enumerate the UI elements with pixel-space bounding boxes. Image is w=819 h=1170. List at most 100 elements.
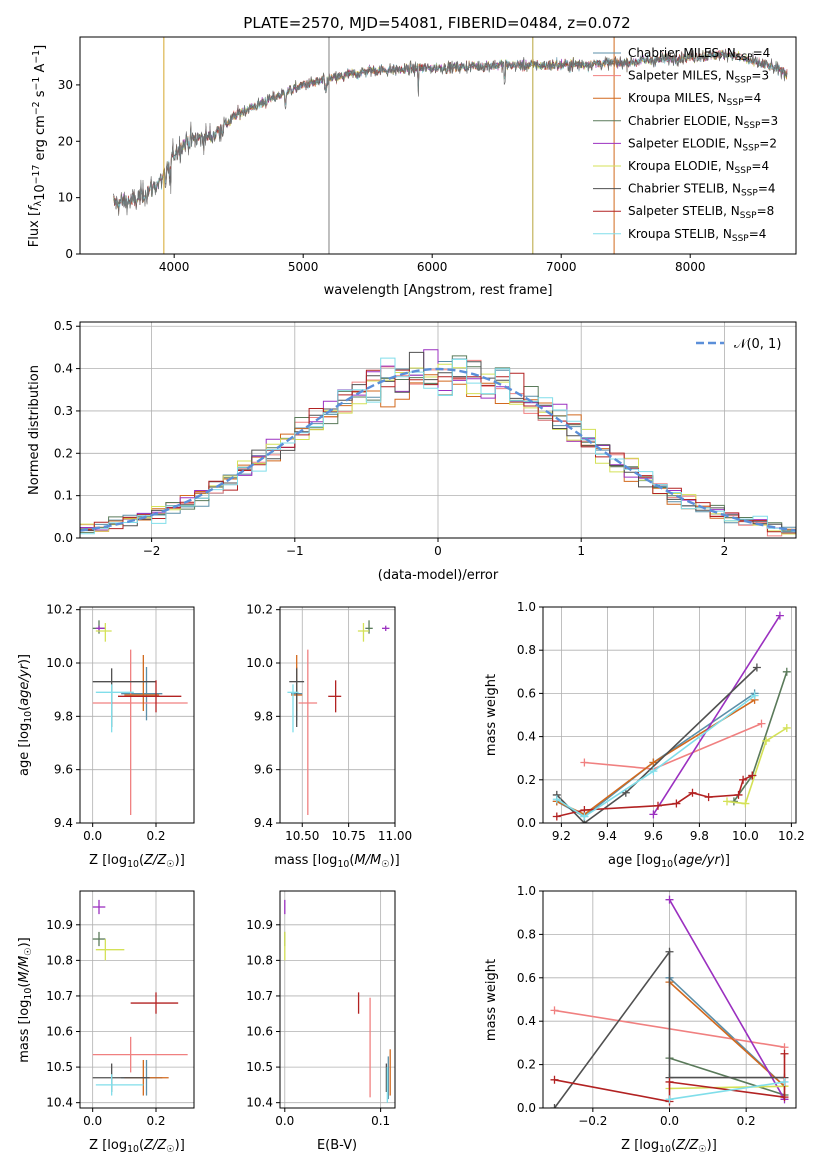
plot-area <box>80 349 796 537</box>
age-mass-xtick-label: 10.50 <box>285 829 319 843</box>
weight-age-ytick-label: 0.2 <box>517 773 536 787</box>
weight-age-ytick-label: 0.6 <box>517 686 536 700</box>
weight-age-ylabel: mass weight <box>484 674 499 756</box>
residual-xtick-label: −1 <box>286 544 304 558</box>
mass-z-ytick-label: 10.5 <box>46 1060 73 1074</box>
weight-z-line-salpeter-elodie <box>668 899 786 1100</box>
spectrum-xlabel: wavelength [Angstrom, rest frame] <box>324 283 553 298</box>
mass-ebv-ytick-label: 10.5 <box>246 1060 273 1074</box>
weight-age-point-salpeter-stelib <box>704 793 713 802</box>
spectrum-ylabel-part: −17 <box>31 165 42 185</box>
mass-z-ylabel-part: mass [ <box>17 1019 32 1062</box>
legend-label-part: SSP <box>735 166 752 176</box>
mass-z-ylabel-part: ( <box>17 983 32 988</box>
weight-z-point-salpeter-miles <box>550 1006 559 1015</box>
weight-age-point-kroupa-stelib <box>649 767 658 776</box>
mass-weight-vs-age-panel: 9.2 9.4 9.6 9.8 10.0 10.2 0.0 0.2 0.4 0.6 0.8 1.0 ag… <box>484 600 805 870</box>
chart-title: PLATE=2570, MJD=54081, FIBERID=0484, z=0… <box>243 14 630 32</box>
mass-weight-vs-metallicity-panel: −0.2 0.0 0.2 0.0 0.2 0.4 0.6 0.8 1.0 Z [log10(Z/Z… <box>484 884 797 1155</box>
weight-z-xlabel-part: log <box>639 1138 659 1153</box>
weight-age-point-salpeter-stelib <box>672 799 681 808</box>
weight-z-point-salpeter-stelib <box>550 1075 559 1084</box>
residual-xtick-label: −2 <box>143 544 161 558</box>
age-mass-frame <box>279 606 396 824</box>
legend-label-kroupa-stelib: Kroupa STELIB, NSSP=4 <box>628 227 766 244</box>
age-mass-ytick-label: 9.8 <box>254 709 273 723</box>
mass-z-xlabel: Z [log10(Z/Z☉)] <box>89 1138 185 1155</box>
weight-age-point-kroupa-elodie <box>741 799 750 808</box>
weight-z-point-salpeter-stelib <box>665 1077 674 1086</box>
weight-age-xlabel-part: )] <box>720 853 730 868</box>
mass-z-ylabel: mass [log10(M/M☉)] <box>17 937 34 1063</box>
weight-age-point-chabrier-elodie <box>782 667 791 676</box>
legend-label-chabrier-elodie: Chabrier ELODIE, NSSP=3 <box>628 114 778 131</box>
legend-label-part: Chabrier MILES, N <box>628 46 736 60</box>
mass-z-ylabel-part: )] <box>17 937 32 947</box>
mass-z-ytick-label: 10.6 <box>46 1025 73 1039</box>
weight-z-xtick-label: 0.2 <box>737 1114 756 1128</box>
weight-z-ytick-label: 0.4 <box>517 1014 536 1028</box>
weight-z-xlabel-part: Z [ <box>621 1138 639 1153</box>
weight-z-point-chabrier-stelib <box>665 947 674 956</box>
mass-z-frame <box>79 890 195 1109</box>
weight-z-line-kroupa-stelib <box>669 1081 785 1101</box>
age-z-ytick-label: 9.6 <box>54 763 73 777</box>
legend-label-part: =4 <box>753 46 771 60</box>
histogram-kroupa-stelib <box>80 357 796 535</box>
legend-label-part: Salpeter MILES, N <box>628 69 735 83</box>
legend-label-part: =4 <box>751 159 769 173</box>
residual-ytick-label: 0.5 <box>54 319 73 333</box>
weight-age-point-chabrier-stelib <box>752 663 761 672</box>
weight-age-xtick-label: 9.8 <box>690 829 709 843</box>
weight-z-line-kroupa-elodie <box>669 1085 785 1090</box>
age-z-ylabel-part: log <box>17 723 32 743</box>
age-z-ylabel: age [log10(age/yr)] <box>17 654 34 776</box>
age-mass-xlabel-part: ( <box>349 853 354 868</box>
spectrum-observed <box>113 48 788 216</box>
weight-z-line-chabrier-elodie <box>669 1057 785 1096</box>
weight-z-ytick-label: 1.0 <box>517 884 536 898</box>
spectrum-ylabel-part: 10 <box>33 184 48 201</box>
spectrum-xtick-label: 4000 <box>159 260 190 274</box>
plot-area <box>550 895 789 1108</box>
spectrum-ylabel-part: f <box>27 204 42 211</box>
age-z-xlabel-part: 10 <box>127 859 139 870</box>
weight-age-point-kroupa-stelib <box>552 795 561 804</box>
legend-label-part: SSP <box>744 121 761 131</box>
mass-ebv-xlabel: E(B-V) <box>317 1138 357 1153</box>
residual-histogram-panel: −2 −1 0 1 2 0.0 0.1 0.2 0.3 0.4 0.5 (data-model)/er… <box>27 319 797 583</box>
weight-z-xlabel-part: ☉ <box>698 1144 706 1155</box>
mass-z-ytick-label: 10.7 <box>46 989 73 1003</box>
residual-ytick-label: 0.4 <box>54 362 73 376</box>
weight-age-frame <box>542 606 797 824</box>
legend-label-part: Salpeter STELIB, N <box>628 204 740 218</box>
mass-ebv-xtick-label: 0.0 <box>275 1114 294 1128</box>
age-z-ylabel-part: age [ <box>17 743 32 776</box>
histogram-kroupa-elodie <box>80 363 796 535</box>
plot-area <box>92 899 188 1096</box>
legend-label-part: =4 <box>758 182 776 196</box>
weight-z-ytick-label: 0.0 <box>517 1101 536 1115</box>
spectrum-xtick-label: 8000 <box>675 260 706 274</box>
weight-age-xlabel-part: age/yr <box>678 853 721 868</box>
legend-label-part: =3 <box>760 114 778 128</box>
spectrum-ytick-label: 10 <box>58 191 73 205</box>
weight-z-xlabel-part: )] <box>707 1138 717 1153</box>
age-z-ylabel-part: 10 <box>23 711 34 723</box>
legend-label-part: =2 <box>759 136 777 150</box>
spectrum-ytick-label: 30 <box>58 78 73 92</box>
weight-age-ytick-label: 0.0 <box>517 816 536 830</box>
spectrum-ylabel-part: −2 <box>31 101 42 115</box>
age-mass-ytick-label: 10.0 <box>246 656 273 670</box>
age-z-ytick-label: 9.8 <box>54 709 73 723</box>
weight-age-point-salpeter-stelib <box>748 771 757 780</box>
mass-ebv-ytick-label: 10.8 <box>246 953 273 967</box>
age-mass-xtick-label: 11.00 <box>378 829 412 843</box>
weight-age-xlabel-part: ( <box>673 853 678 868</box>
mass-z-xlabel-part: ☉ <box>166 1144 174 1155</box>
spectrum-ylabel-part: λ <box>33 200 44 206</box>
legend-label-part: Chabrier STELIB, N <box>628 182 741 196</box>
age-z-xtick-label: 0.0 <box>83 829 102 843</box>
age-mass-xlabel-part: 10 <box>337 859 349 870</box>
